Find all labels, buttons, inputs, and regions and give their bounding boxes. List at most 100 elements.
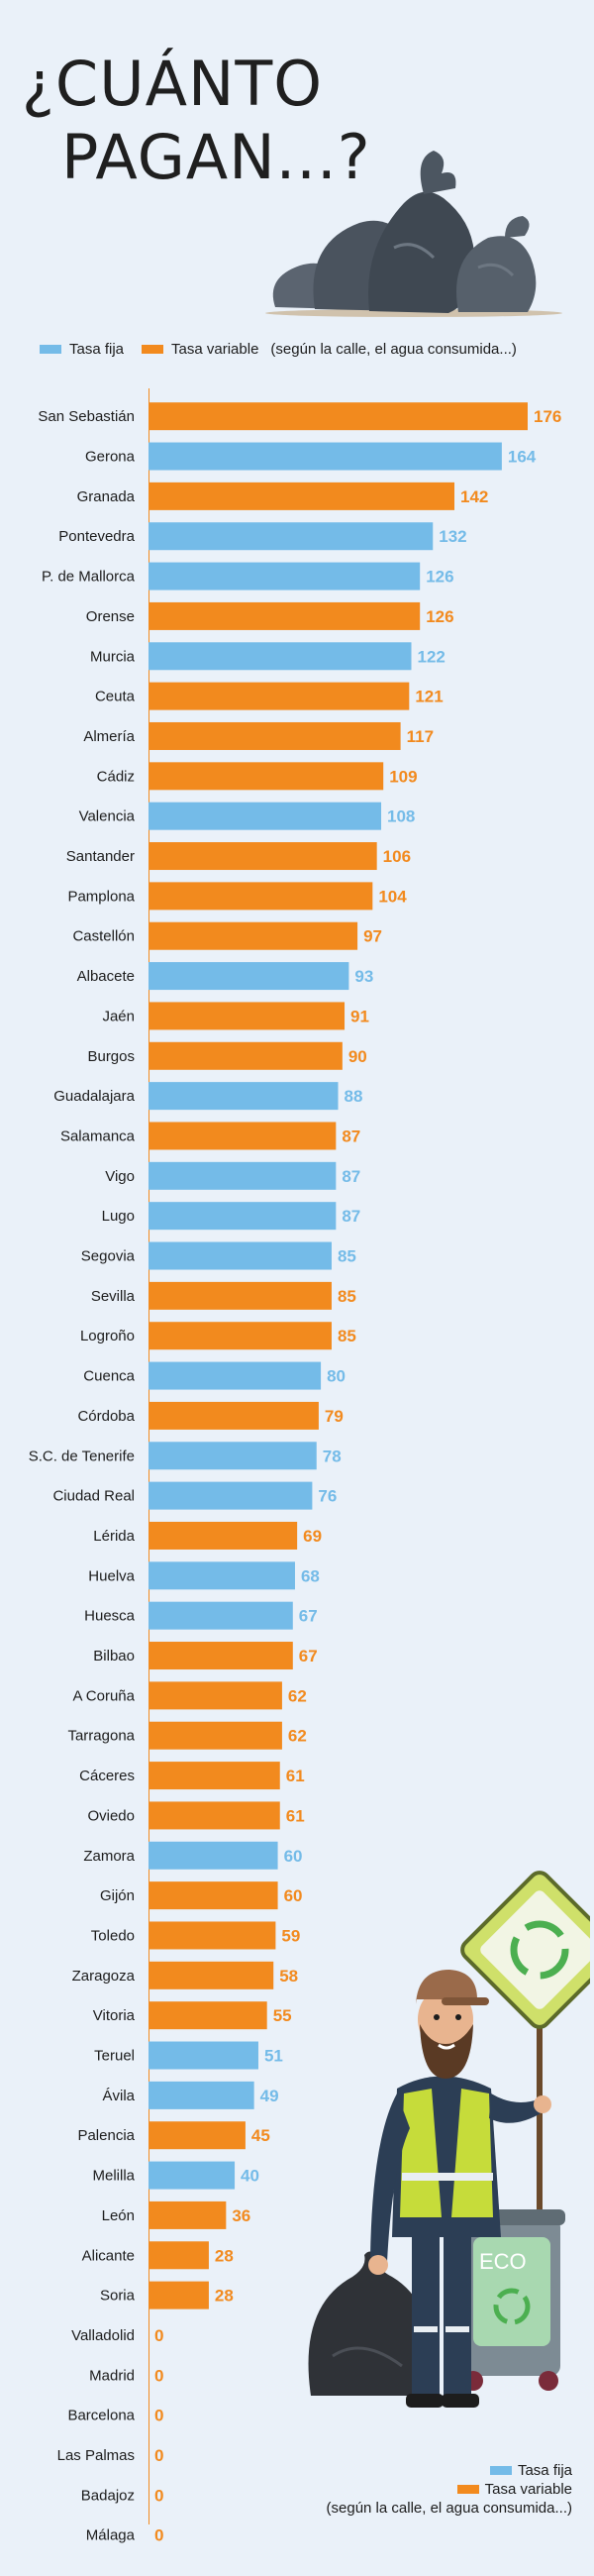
value-label: 67: [299, 1607, 318, 1626]
bar: [148, 2241, 209, 2270]
value-label: 40: [241, 2167, 259, 2186]
bar: [148, 1361, 322, 1390]
value-label: 60: [284, 1847, 303, 1866]
bar: [148, 2281, 209, 2309]
category-label: Ciudad Real: [52, 1488, 135, 1505]
category-label: Gijón: [100, 1887, 135, 1904]
legend-variable-note: (según la calle, el agua consumida...): [270, 341, 517, 358]
bar: [148, 842, 377, 871]
category-label: Jaén: [102, 1008, 135, 1024]
eco-bin-label: ECO: [479, 2249, 527, 2274]
value-label: 61: [286, 1767, 305, 1785]
value-label: 49: [260, 2087, 279, 2105]
bar: [148, 1601, 293, 1630]
bar: [148, 1281, 332, 1310]
bar: [148, 1041, 343, 1070]
category-label: Alicante: [82, 2247, 135, 2264]
category-label: Cáceres: [79, 1768, 135, 1784]
value-label: 0: [154, 2486, 163, 2505]
legend-bottom-variable-label: Tasa variable: [484, 2481, 572, 2498]
category-label: Zaragoza: [72, 1968, 136, 1985]
bar: [148, 442, 502, 471]
legend-bottom-variable-swatch: [456, 2485, 479, 2494]
legend-bottom-variable: Tasa variable: [327, 2480, 572, 2499]
category-label: Barcelona: [67, 2408, 135, 2424]
bar: [148, 921, 358, 950]
bar: [148, 1401, 319, 1430]
value-label: 97: [363, 927, 382, 946]
title-line-2: PAGAN...?: [61, 121, 371, 193]
category-label: Palencia: [77, 2127, 135, 2144]
value-label: 93: [354, 967, 373, 986]
value-label: 0: [154, 2526, 163, 2545]
category-label: Toledo: [91, 1927, 135, 1944]
value-label: 55: [273, 2006, 292, 2025]
bar: [148, 2041, 258, 2070]
category-label: Oviedo: [87, 1807, 135, 1824]
page-title: ¿CUÁNTO PAGAN...?: [22, 48, 371, 194]
value-label: 91: [350, 1007, 369, 1025]
bar: [148, 1122, 337, 1150]
category-label: Pamplona: [67, 888, 135, 905]
bar: [148, 962, 349, 991]
value-label: 28: [215, 2246, 234, 2265]
legend: Tasa fija Tasa variable (según la calle,…: [40, 341, 517, 358]
category-label: P. de Mallorca: [42, 569, 136, 586]
category-label: Albacete: [77, 968, 135, 985]
bar: [148, 762, 384, 791]
bar: [148, 1561, 295, 1590]
category-label: Melilla: [92, 2168, 135, 2185]
category-label: Vitoria: [93, 2007, 136, 2024]
bar: [148, 682, 410, 710]
value-label: 108: [387, 807, 415, 826]
value-label: 176: [534, 407, 561, 426]
value-label: 132: [439, 527, 466, 546]
bar: [148, 482, 455, 510]
value-label: 104: [378, 887, 407, 906]
category-label: Huesca: [84, 1608, 136, 1625]
value-label: 0: [154, 2366, 163, 2385]
value-label: 109: [389, 767, 417, 786]
value-label: 79: [325, 1407, 344, 1426]
category-label: Teruel: [94, 2048, 135, 2065]
bar: [148, 522, 434, 551]
value-label: 121: [415, 688, 443, 706]
value-label: 45: [251, 2126, 270, 2145]
category-label: Granada: [77, 488, 136, 505]
category-label: Orense: [86, 608, 135, 625]
value-label: 87: [342, 1127, 360, 1145]
bar: [148, 1721, 282, 1750]
legend-bottom-fixed-label: Tasa fija: [517, 2462, 572, 2479]
bar: [148, 802, 382, 830]
category-label: Valencia: [79, 808, 136, 825]
category-label: Salamanca: [60, 1127, 136, 1144]
bar: [148, 601, 421, 630]
bar: [148, 1002, 346, 1030]
bar: [148, 1161, 337, 1190]
category-label: Burgos: [87, 1048, 135, 1065]
value-label: 88: [345, 1087, 363, 1106]
value-label: 67: [299, 1647, 318, 1665]
bar: [148, 1881, 278, 1910]
category-label: Logroño: [80, 1328, 135, 1344]
value-label: 142: [460, 487, 488, 506]
legend-bottom-variable-note: (según la calle, el agua consumida...): [326, 2500, 572, 2517]
bar: [148, 1082, 339, 1111]
legend-bottom: Tasa fija Tasa variable (según la calle,…: [327, 2461, 572, 2518]
category-label: Gerona: [85, 449, 136, 466]
value-label: 85: [338, 1287, 356, 1306]
bar: [148, 1762, 280, 1790]
category-label: Soria: [100, 2288, 136, 2305]
category-label: Murcia: [90, 648, 136, 665]
legend-variable-swatch: [142, 345, 164, 354]
category-label: Vigo: [105, 1168, 135, 1185]
value-label: 90: [348, 1047, 367, 1066]
category-label: S.C. de Tenerife: [29, 1448, 135, 1464]
category-label: Málaga: [86, 2527, 136, 2544]
category-label: Segovia: [81, 1248, 136, 1265]
category-label: Lérida: [93, 1528, 135, 1545]
value-label: 106: [383, 847, 411, 866]
category-label: Badajoz: [81, 2487, 135, 2504]
legend-fixed-swatch: [40, 345, 61, 354]
